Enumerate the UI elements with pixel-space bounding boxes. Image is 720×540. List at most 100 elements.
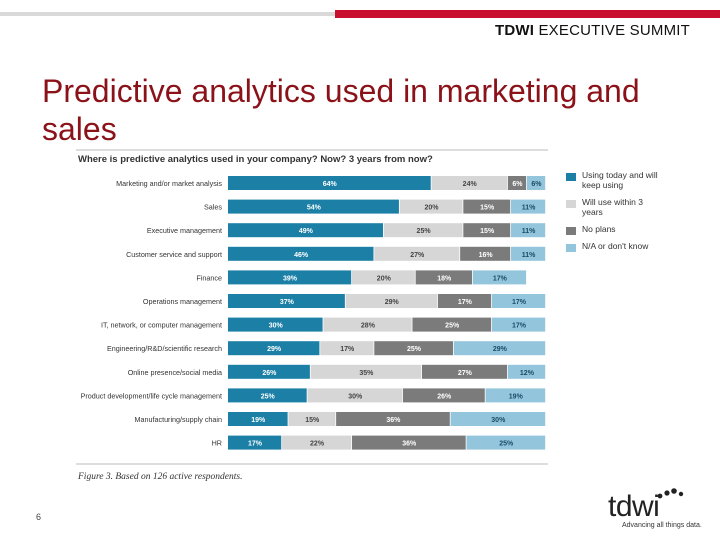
legend-swatch bbox=[566, 227, 576, 235]
bar-segment-series-1 bbox=[320, 341, 374, 356]
bar-segment-series-0 bbox=[228, 341, 320, 356]
data-label: 36% bbox=[386, 417, 401, 424]
bar-segment-series-0 bbox=[228, 270, 352, 285]
bar-segment-series-1 bbox=[307, 388, 403, 403]
data-label: 54% bbox=[307, 205, 322, 212]
slide-title: Predictive analytics used in marketing a… bbox=[42, 73, 640, 147]
data-label: 25% bbox=[407, 346, 422, 353]
bar-segment-series-1 bbox=[323, 317, 412, 332]
bar-segment-series-2 bbox=[374, 341, 453, 356]
data-label: 29% bbox=[385, 299, 400, 306]
legend-label: Will use within 3 years bbox=[582, 197, 643, 217]
category-label: Finance bbox=[196, 273, 222, 282]
bar-segment-series-1 bbox=[374, 246, 460, 261]
legend-item: N/A or don't know bbox=[566, 241, 666, 252]
data-label: 37% bbox=[280, 299, 295, 306]
data-label: 6% bbox=[512, 181, 523, 188]
data-label: 15% bbox=[480, 205, 495, 212]
data-label: 64% bbox=[323, 181, 338, 188]
chart-title: Where is predictive analytics used in yo… bbox=[78, 154, 433, 165]
category-label: Manufacturing/supply chain bbox=[135, 415, 223, 424]
bar-segment-series-2 bbox=[460, 246, 511, 261]
data-label: 25% bbox=[499, 441, 514, 448]
data-label: 11% bbox=[522, 228, 536, 235]
logo-tagline: Advancing all things data. bbox=[622, 522, 702, 529]
data-label: 17% bbox=[458, 299, 473, 306]
brand-rest: EXECUTIVE SUMMIT bbox=[538, 22, 690, 39]
bar-segment-series-3 bbox=[511, 246, 546, 261]
bar-segment-series-3 bbox=[450, 412, 546, 426]
bar-segment-series-0 bbox=[228, 294, 345, 308]
bar-segment-series-0 bbox=[228, 412, 288, 426]
bar-segment-series-0 bbox=[228, 199, 399, 214]
bar-segment-series-0 bbox=[228, 246, 374, 261]
data-label: 36% bbox=[402, 441, 417, 448]
data-label: 19% bbox=[509, 393, 524, 400]
bar-segment-series-3 bbox=[472, 270, 527, 285]
bar-segment-series-1 bbox=[399, 199, 463, 214]
data-label: 17% bbox=[340, 346, 355, 353]
bar-segment-series-3 bbox=[453, 341, 546, 356]
bar-segment-series-2 bbox=[352, 435, 466, 450]
legend-label: N/A or don't know bbox=[582, 241, 649, 251]
category-label: IT, network, or computer management bbox=[101, 321, 222, 330]
data-label: 15% bbox=[305, 417, 320, 424]
bar-segment-series-0 bbox=[228, 435, 282, 450]
bar-segment-series-3 bbox=[491, 317, 546, 332]
chart-caption: Figure 3. Based on 126 active respondent… bbox=[78, 472, 243, 482]
category-label: HR bbox=[212, 439, 222, 448]
bar-segment-series-2 bbox=[507, 176, 527, 190]
data-label: 18% bbox=[437, 275, 452, 282]
data-label: 17% bbox=[512, 323, 527, 330]
header-brand: TDWI EXECUTIVE SUMMIT bbox=[495, 22, 690, 39]
category-label: Sales bbox=[204, 203, 222, 212]
bar-segment-series-1 bbox=[345, 294, 438, 308]
bar-segment-series-1 bbox=[352, 270, 415, 285]
bar-segment-series-0 bbox=[228, 223, 384, 238]
legend-swatch bbox=[566, 173, 576, 181]
chart-legend: Using today and will keep using Will use … bbox=[566, 170, 666, 258]
bar-segment-series-2 bbox=[415, 270, 473, 285]
data-label: 24% bbox=[463, 181, 478, 188]
data-label: 20% bbox=[377, 275, 392, 282]
bar-segment-series-0 bbox=[228, 317, 323, 332]
data-label: 29% bbox=[267, 346, 282, 353]
bar-segment-series-3 bbox=[485, 388, 546, 403]
stacked-bar-chart: Marketing and/or market analysis 64% 24% 6%… bbox=[76, 149, 548, 465]
bar-segment-series-1 bbox=[288, 412, 336, 426]
brand-bold: TDWI bbox=[494, 22, 535, 39]
data-label: 11% bbox=[522, 252, 536, 259]
bar-segment-series-0 bbox=[228, 176, 431, 190]
legend-swatch bbox=[566, 244, 576, 252]
bar-segment-series-2 bbox=[463, 223, 511, 238]
bar-segment-series-2 bbox=[402, 388, 485, 403]
top-accent-bar-red bbox=[335, 10, 720, 18]
data-label: 6% bbox=[531, 181, 542, 188]
data-label: 25% bbox=[417, 228, 432, 235]
data-label: 17% bbox=[248, 441, 263, 448]
legend-label: Using today and will keep using bbox=[582, 170, 658, 190]
legend-item: No plans bbox=[566, 224, 666, 235]
data-label: 30% bbox=[491, 417, 506, 424]
legend-item: Using today and will keep using bbox=[566, 170, 666, 190]
data-label: 15% bbox=[480, 228, 495, 235]
bar-segment-series-0 bbox=[228, 388, 307, 403]
data-label: 46% bbox=[294, 252, 309, 259]
category-label: Operations management bbox=[143, 297, 222, 306]
bar-segment-series-2 bbox=[437, 294, 492, 308]
bar-segment-series-2 bbox=[336, 412, 450, 426]
bar-segment-series-2 bbox=[421, 364, 508, 379]
legend-swatch bbox=[566, 200, 576, 208]
top-accent-bar-gray bbox=[0, 12, 335, 16]
logo-dots-icon bbox=[657, 488, 684, 499]
bar-segment-series-1 bbox=[383, 223, 463, 238]
bar-segment-series-3 bbox=[466, 435, 546, 450]
data-label: 35% bbox=[359, 370, 374, 377]
data-label: 17% bbox=[493, 275, 508, 282]
bar-segment-series-3 bbox=[507, 364, 546, 379]
chart-container: Marketing and/or market analysis 64% 24% 6%… bbox=[72, 146, 552, 486]
category-label: Customer service and support bbox=[126, 250, 222, 259]
data-label: 17% bbox=[512, 299, 527, 306]
bar-segment-series-3 bbox=[511, 199, 546, 214]
data-label: 11% bbox=[522, 205, 536, 212]
